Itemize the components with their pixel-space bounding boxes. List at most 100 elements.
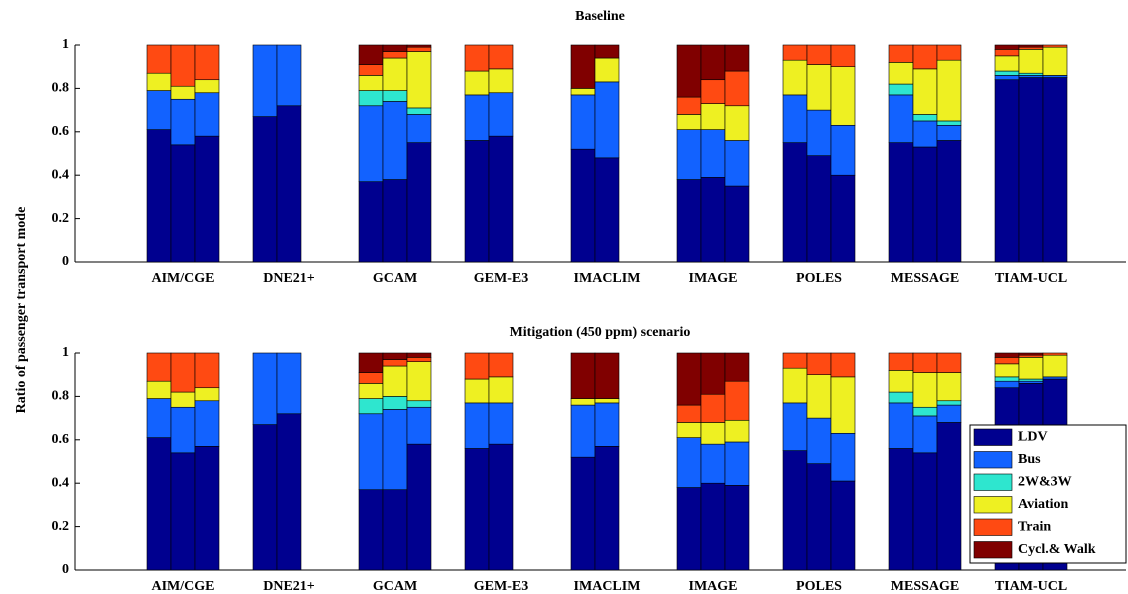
- x-tick-label: GCAM: [373, 271, 417, 286]
- legend-swatch: [973, 428, 1013, 446]
- bar-segment: [782, 44, 808, 61]
- bar-segment: [936, 404, 962, 423]
- bar-segment: [382, 44, 408, 52]
- bar-segment: [358, 372, 384, 384]
- bar-segment: [888, 83, 914, 96]
- bar-segment: [888, 142, 914, 263]
- legend-label: Train: [1018, 519, 1051, 534]
- bar-segment: [994, 49, 1020, 57]
- bar-segment: [994, 75, 1020, 81]
- bar-segment: [406, 406, 432, 445]
- x-tick-label: IMACLIM: [574, 579, 641, 594]
- x-tick-label: IMACLIM: [574, 271, 641, 286]
- bar-segment: [1042, 77, 1068, 263]
- bar-segment: [912, 352, 938, 373]
- bar-segment: [406, 46, 432, 52]
- bar-segment: [676, 487, 702, 571]
- bar-segment: [146, 129, 172, 263]
- bar-segment: [358, 181, 384, 263]
- bar-segment: [830, 174, 856, 263]
- bar-segment: [406, 400, 432, 408]
- bar-segment: [782, 402, 808, 451]
- bar-segment: [676, 96, 702, 115]
- bar-segment: [936, 44, 962, 61]
- bar-segment: [358, 90, 384, 107]
- bar-segment: [724, 185, 750, 263]
- y-tick-label: 1: [62, 345, 69, 360]
- bar-segment: [912, 372, 938, 408]
- bar-segment: [912, 44, 938, 70]
- bar-segment: [676, 404, 702, 423]
- bar-segment: [830, 44, 856, 68]
- x-tick-label: GEM-E3: [474, 579, 528, 594]
- bar-segment: [700, 352, 726, 395]
- bar-segment: [724, 44, 750, 72]
- bar-segment: [724, 485, 750, 571]
- bar-segment: [406, 107, 432, 115]
- bar-segment: [724, 419, 750, 443]
- bar-segment: [464, 140, 490, 263]
- x-tick-label: MESSAGE: [891, 271, 959, 286]
- bar-segment: [358, 489, 384, 571]
- bar-segment: [594, 352, 620, 399]
- bar-segment: [888, 391, 914, 404]
- bar-segment: [488, 92, 514, 137]
- bar-segment: [1018, 357, 1044, 380]
- legend-label: LDV: [1018, 429, 1048, 444]
- bar-segment: [936, 352, 962, 373]
- y-tick-label: 0.6: [52, 124, 70, 139]
- bar-segment: [570, 352, 596, 399]
- bar-segment: [276, 105, 302, 263]
- bar-segment: [276, 352, 302, 415]
- bar-segment: [358, 383, 384, 399]
- y-tick-label: 0.8: [52, 389, 70, 404]
- bar-segment: [146, 44, 172, 74]
- bar-segment: [912, 146, 938, 263]
- bar-segment: [994, 376, 1020, 382]
- bar-segment: [1018, 44, 1044, 48]
- bar-segment: [994, 363, 1020, 378]
- bar-segment: [146, 398, 172, 438]
- bar-segment: [676, 44, 702, 98]
- bar-segment: [1018, 378, 1044, 382]
- y-tick-label: 0: [62, 562, 69, 577]
- bar-segment: [570, 398, 596, 406]
- bar-segment: [570, 88, 596, 96]
- bar-segment: [488, 443, 514, 571]
- bar-segment: [936, 422, 962, 571]
- bar-segment: [1042, 354, 1068, 378]
- bar-segment: [570, 94, 596, 150]
- bar-segment: [194, 446, 220, 571]
- x-tick-label: IMAGE: [689, 579, 738, 594]
- bar-segment: [382, 489, 408, 571]
- legend-swatch: [973, 496, 1013, 514]
- bar-segment: [358, 413, 384, 491]
- bar-segment: [194, 135, 220, 263]
- bar-segment: [888, 62, 914, 85]
- bar-segment: [700, 422, 726, 445]
- bar-segment: [594, 157, 620, 263]
- bar-segment: [1042, 44, 1068, 48]
- bar-segment: [830, 124, 856, 176]
- chart-title: Baseline: [575, 9, 625, 24]
- bar-segment: [464, 378, 490, 404]
- bar-segment: [146, 380, 172, 399]
- legend-swatch: [973, 451, 1013, 469]
- bar-segment: [382, 352, 408, 360]
- bar-segment: [358, 105, 384, 183]
- bar-segment: [170, 406, 196, 454]
- bar-segment: [994, 352, 1020, 358]
- bar-segment: [570, 404, 596, 458]
- bar-segment: [406, 443, 432, 571]
- bar-segment: [194, 44, 220, 81]
- bar-segment: [382, 396, 408, 410]
- bar-segment: [406, 44, 432, 48]
- bar-segment: [888, 370, 914, 393]
- bar-segment: [724, 140, 750, 187]
- bar-segment: [382, 409, 408, 491]
- bar-segment: [170, 44, 196, 87]
- bar-segment: [782, 59, 808, 96]
- x-tick-label: POLES: [796, 579, 842, 594]
- chart-title: Mitigation (450 ppm) scenario: [510, 325, 691, 340]
